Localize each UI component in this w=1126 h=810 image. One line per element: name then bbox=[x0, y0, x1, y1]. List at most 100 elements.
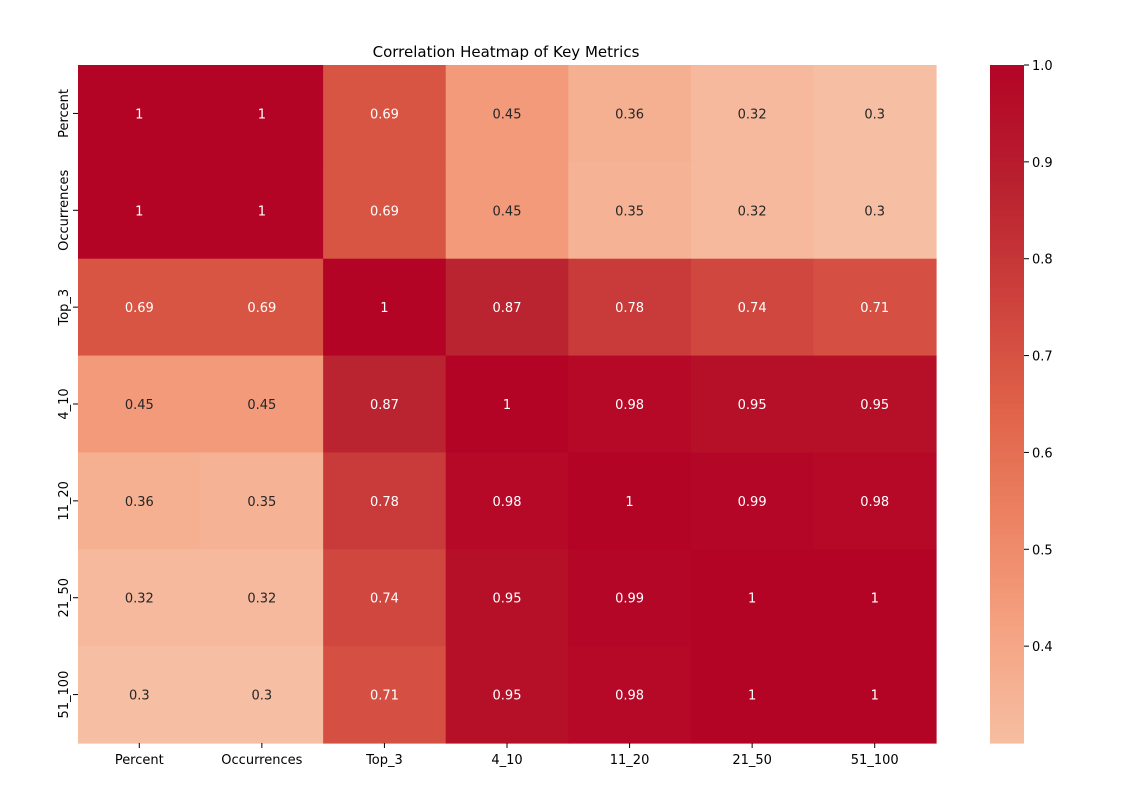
colorbar-segment bbox=[990, 699, 1024, 705]
heatmap-cell bbox=[200, 452, 324, 550]
heatmap-cell bbox=[568, 646, 692, 744]
colorbar-segment bbox=[990, 573, 1024, 579]
heatmap-cell bbox=[813, 452, 937, 550]
heatmap-cell bbox=[323, 549, 447, 647]
colorbar-segment bbox=[990, 718, 1024, 725]
colorbar-segment bbox=[990, 263, 1024, 269]
heatmap-cell bbox=[200, 355, 324, 454]
cell-value-label: 0.69 bbox=[370, 204, 399, 219]
colorbar-segment bbox=[990, 704, 1024, 710]
cell-value-label: 0.74 bbox=[370, 592, 399, 607]
colorbar-segment bbox=[990, 118, 1024, 124]
heatmap-cell bbox=[813, 161, 937, 260]
colorbar-segment bbox=[990, 433, 1024, 439]
colorbar-segment bbox=[990, 244, 1024, 250]
colorbar-segment bbox=[990, 113, 1024, 119]
heatmap-cell bbox=[568, 452, 692, 550]
cell-value-label: 0.32 bbox=[738, 107, 767, 122]
cell-value-label: 1 bbox=[625, 495, 633, 510]
colorbar-segment bbox=[990, 215, 1024, 221]
colorbar-segment bbox=[990, 142, 1024, 148]
x-axis: Percent Occurrences Top_3 4_10 11_20 21_50 51_… bbox=[115, 743, 899, 768]
heatmap-cell bbox=[200, 549, 324, 647]
heatmap-cell bbox=[568, 355, 692, 454]
colorbar-segment bbox=[990, 544, 1024, 550]
colorbar-tick-label: 0.7 bbox=[1032, 350, 1053, 365]
cell-value-label: 0.36 bbox=[615, 107, 644, 122]
cell-value-label: 0.35 bbox=[247, 495, 276, 510]
colorbar-segment bbox=[990, 437, 1024, 444]
colorbar-segment bbox=[990, 617, 1024, 623]
heatmap-cell bbox=[200, 65, 324, 163]
cell-value-label: 0.69 bbox=[247, 301, 276, 316]
colorbar-segment bbox=[990, 592, 1024, 599]
colorbar-segment bbox=[990, 641, 1024, 647]
cell-value-label: 0.99 bbox=[738, 495, 767, 510]
cell-value-label: 1 bbox=[135, 204, 143, 219]
heatmap-cell bbox=[690, 549, 815, 647]
colorbar-segment bbox=[990, 612, 1024, 618]
colorbar-segment bbox=[990, 181, 1024, 187]
colorbar-segment bbox=[990, 462, 1024, 468]
colorbar-segment bbox=[990, 549, 1024, 555]
colorbar-segment bbox=[990, 554, 1024, 560]
cell-value-label: 0.3 bbox=[864, 107, 885, 122]
heatmap-cell bbox=[690, 65, 815, 163]
colorbar-segment bbox=[990, 282, 1024, 289]
heatmap-cell bbox=[690, 161, 815, 260]
cell-value-label: 1 bbox=[748, 689, 756, 704]
cell-value-label: 0.32 bbox=[247, 592, 276, 607]
colorbar-segment bbox=[990, 404, 1024, 410]
colorbar-segment bbox=[990, 636, 1024, 642]
heatmap-cell bbox=[78, 161, 202, 260]
cell-value-label: 1 bbox=[258, 204, 266, 219]
y-tick-label: Occurrences bbox=[57, 170, 72, 251]
cell-value-label: 1 bbox=[748, 592, 756, 607]
heatmap-cell bbox=[323, 258, 447, 357]
colorbar-segment bbox=[990, 689, 1024, 696]
colorbar-segment bbox=[990, 89, 1024, 95]
heatmap-cell bbox=[813, 646, 937, 744]
x-tick-label: 11_20 bbox=[610, 753, 650, 768]
heatmap-cell bbox=[200, 258, 324, 357]
colorbar-segment bbox=[990, 457, 1024, 463]
x-tick-label: 4_10 bbox=[491, 753, 522, 768]
colorbar: 1.0 0.9 0.8 0.7 0.6 0.5 0.4 bbox=[990, 59, 1053, 744]
colorbar-segment bbox=[990, 471, 1024, 478]
cell-value-label: 0.74 bbox=[738, 301, 767, 316]
colorbar-segment bbox=[990, 132, 1024, 139]
colorbar-segment bbox=[990, 607, 1024, 613]
x-tick-label: Percent bbox=[115, 753, 164, 768]
colorbar-segment bbox=[990, 481, 1024, 487]
colorbar-segment bbox=[990, 447, 1024, 454]
x-tick-label: Top_3 bbox=[365, 753, 403, 768]
colorbar-segment bbox=[990, 486, 1024, 492]
x-tick-label: 51_100 bbox=[851, 753, 899, 768]
heatmap-cell bbox=[813, 65, 937, 163]
heatmap-cell bbox=[78, 549, 202, 647]
cell-value-label: 0.78 bbox=[370, 495, 399, 510]
cell-value-label: 0.69 bbox=[370, 107, 399, 122]
colorbar-segment bbox=[990, 665, 1024, 671]
heatmap-cell-labels: 1 1 0.69 0.45 0.36 0.32 0.3 1 1 0.69 0.45 0.35 0.32 0… bbox=[125, 107, 889, 703]
colorbar-segment bbox=[990, 694, 1024, 701]
heatmap-cell bbox=[323, 161, 447, 260]
colorbar-tick-label: 0.6 bbox=[1032, 446, 1053, 461]
heatmap-cell bbox=[445, 65, 569, 163]
colorbar-segment bbox=[990, 723, 1024, 730]
heatmap-cell bbox=[78, 355, 202, 454]
colorbar-segment bbox=[990, 219, 1024, 226]
colorbar-segment bbox=[990, 379, 1024, 386]
colorbar-segment bbox=[990, 597, 1024, 604]
colorbar-segment bbox=[990, 670, 1024, 676]
colorbar-segment bbox=[990, 505, 1024, 512]
heatmap-cell bbox=[78, 646, 202, 744]
colorbar-segment bbox=[990, 157, 1024, 163]
cell-value-label: 0.3 bbox=[864, 204, 885, 219]
x-tick-label: Occurrences bbox=[221, 753, 302, 768]
colorbar-segment bbox=[990, 365, 1024, 371]
cell-value-label: 1 bbox=[871, 592, 879, 607]
cell-value-label: 0.45 bbox=[247, 398, 276, 413]
colorbar-tick-label: 0.4 bbox=[1032, 640, 1053, 655]
